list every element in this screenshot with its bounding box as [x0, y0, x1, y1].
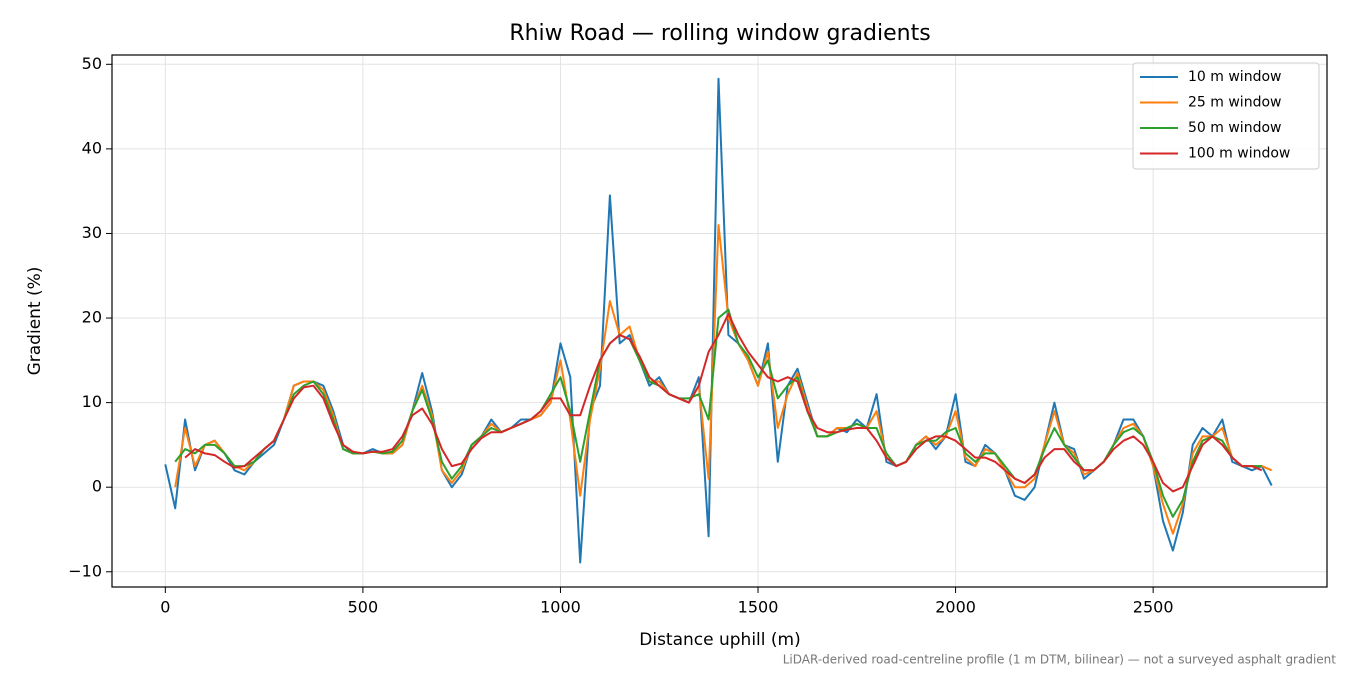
- plot-frame: [111, 54, 1328, 588]
- legend-label: 10 m window: [1188, 69, 1281, 85]
- legend: 10 m window 25 m window 50 m window 100 m w…: [1132, 62, 1320, 170]
- data-line: [174, 308, 1262, 518]
- y-tick-label: 40: [82, 138, 102, 157]
- legend-label: 100 m window: [1188, 146, 1290, 162]
- x-tick-label: 500: [348, 598, 379, 617]
- y-tick-label: 20: [82, 308, 102, 327]
- y-tick-label: −10: [68, 561, 102, 580]
- chart-title: Rhiw Road — rolling window gradients: [509, 21, 930, 46]
- annotation: LiDAR-derived road-centreline profile (1…: [783, 653, 1337, 667]
- y-tick-label: 10: [82, 392, 102, 411]
- x-tick-label: 1500: [738, 598, 779, 617]
- y-tick-label: 50: [82, 54, 102, 73]
- x-tick-label: 2500: [1133, 598, 1174, 617]
- x-tick-label: 1000: [540, 598, 581, 617]
- y-tick-label: 30: [82, 223, 102, 242]
- legend-box: [1132, 62, 1320, 170]
- x-tick-label: 0: [160, 598, 170, 617]
- y-axis-label: Gradient (%): [25, 267, 45, 376]
- x-tick-label: 2000: [935, 598, 976, 617]
- data-line: [184, 312, 1263, 493]
- legend-label: 50 m window: [1188, 120, 1281, 136]
- x-axis-label: Distance uphill (m): [639, 630, 800, 650]
- legend-label: 25 m window: [1188, 95, 1281, 111]
- y-tick-label: 0: [92, 477, 102, 496]
